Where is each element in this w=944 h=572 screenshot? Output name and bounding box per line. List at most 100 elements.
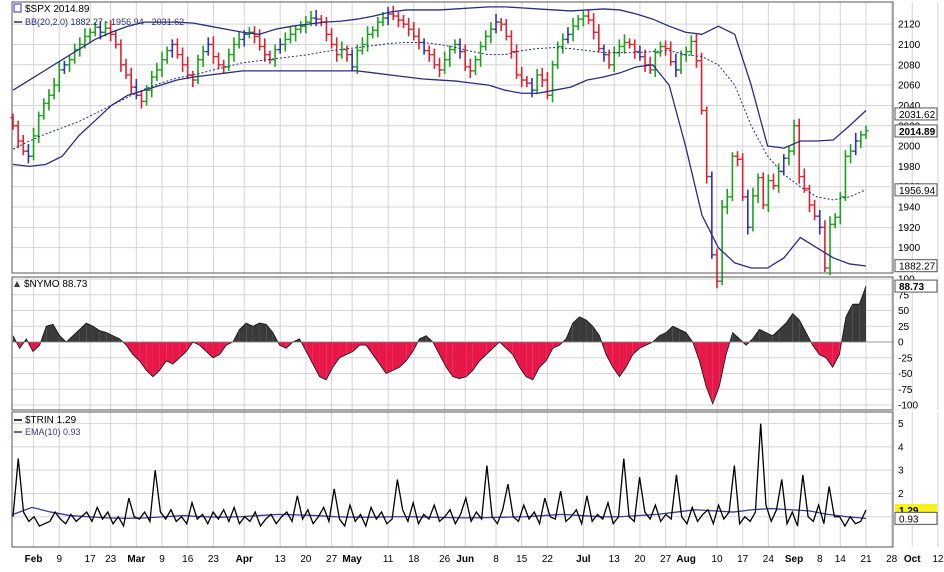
ohlc-bar bbox=[138, 91, 144, 109]
nymo-negative-area bbox=[319, 342, 327, 380]
nymo-negative-area bbox=[539, 342, 547, 368]
ohlc-bar bbox=[272, 44, 278, 67]
ohlc-bar bbox=[467, 58, 473, 79]
ohlc-bar bbox=[555, 41, 561, 69]
nymo-positive-area bbox=[659, 332, 667, 342]
x-tick-label: 27 bbox=[326, 554, 338, 565]
value-tag: 1.29 bbox=[895, 503, 937, 517]
ohlc-bar bbox=[678, 50, 684, 74]
nymo-positive-area bbox=[72, 329, 80, 342]
x-tick-label: 16 bbox=[182, 554, 194, 565]
nymo-negative-area bbox=[352, 342, 360, 352]
ohlc-bar bbox=[586, 9, 592, 25]
nymo-negative-area bbox=[366, 342, 373, 355]
y-tick-label: 0 bbox=[898, 338, 904, 349]
nymo-negative-area bbox=[312, 342, 320, 377]
ohlc-bar bbox=[257, 29, 263, 51]
y-tick-label: -75 bbox=[898, 385, 913, 396]
x-tick-label: May bbox=[342, 554, 362, 565]
ohlc-bar bbox=[144, 85, 150, 106]
nymo-negative-area bbox=[199, 342, 207, 352]
value-tag: 1956.94 bbox=[894, 183, 938, 197]
x-tick-label: 20 bbox=[300, 554, 312, 565]
ohlc-bar bbox=[51, 78, 57, 100]
nymo-negative-area bbox=[459, 342, 467, 379]
x-tick-label: 8 bbox=[817, 554, 823, 565]
ema-legend-label: EMA(10) 0.93 bbox=[25, 427, 81, 437]
ohlc-bar bbox=[329, 28, 335, 49]
ohlc-bar bbox=[87, 28, 93, 44]
x-tick-label: 22 bbox=[542, 554, 554, 565]
ohlc-bar bbox=[596, 24, 602, 53]
ohlc-bar bbox=[786, 146, 792, 166]
nymo-negative-area bbox=[359, 342, 367, 346]
value-tag: 2014.89 bbox=[894, 124, 938, 138]
nymo-negative-area bbox=[179, 342, 187, 358]
bb-upper-line bbox=[12, 6, 867, 149]
nymo-negative-area bbox=[166, 342, 173, 365]
ohlc-bar bbox=[395, 11, 401, 28]
ohlc-bar bbox=[293, 25, 299, 42]
nymo-positive-area bbox=[772, 329, 780, 342]
value-tag-label: 1882.27 bbox=[899, 262, 936, 273]
ohlc-bar bbox=[41, 98, 47, 120]
nymo-negative-area bbox=[392, 342, 400, 371]
ohlc-bar bbox=[750, 187, 756, 232]
nymo-negative-area bbox=[486, 342, 493, 355]
ohlc-bar bbox=[858, 130, 864, 149]
nymo-positive-area bbox=[759, 329, 767, 342]
ohlc-bar bbox=[652, 48, 658, 77]
value-tag-label: 1.29 bbox=[899, 506, 919, 517]
ohlc-bar bbox=[668, 41, 674, 66]
ohlc-bar bbox=[452, 39, 458, 54]
nymo-negative-area bbox=[526, 342, 533, 380]
x-tick-label: 13 bbox=[275, 554, 287, 565]
nymo-negative-area bbox=[399, 342, 407, 368]
y-tick-label: 2100 bbox=[898, 40, 921, 51]
nymo-negative-area bbox=[152, 342, 160, 377]
ohlc-bar bbox=[365, 26, 371, 52]
nymo-negative-area bbox=[619, 342, 627, 377]
nymo-positive-area bbox=[786, 313, 793, 342]
ohlc-bar bbox=[385, 6, 391, 26]
nymo-positive-area bbox=[579, 316, 587, 342]
nymo-positive-area bbox=[266, 324, 273, 342]
bb-legend-label: BB(20,2.0) 1882.27 - 1956.94 - 2031.62 bbox=[25, 17, 184, 27]
y-tick-label: 4 bbox=[898, 442, 904, 453]
ohlc-bar bbox=[724, 188, 730, 215]
ohlc-bar bbox=[205, 37, 211, 56]
panel-frame bbox=[11, 1, 894, 274]
nymo-negative-area bbox=[612, 342, 620, 377]
x-tick-label: 17 bbox=[85, 554, 97, 565]
nymo-positive-area bbox=[572, 316, 580, 342]
nymo-negative-area bbox=[472, 342, 480, 371]
x-tick-label: 28 bbox=[886, 554, 898, 565]
ohlc-bar bbox=[837, 191, 843, 225]
ohlc-bar bbox=[401, 15, 407, 29]
x-tick-label: 27 bbox=[660, 554, 672, 565]
nymo-positive-area bbox=[252, 323, 260, 342]
value-tag-label: 1956.94 bbox=[899, 186, 936, 197]
value-tag-box bbox=[894, 279, 938, 293]
nymo-positive-area bbox=[732, 332, 740, 342]
x-tick-label: Aug bbox=[676, 554, 695, 565]
nymo-positive-area bbox=[92, 326, 100, 342]
ohlc-bar bbox=[842, 150, 848, 201]
ohlc-bar bbox=[349, 49, 355, 71]
ohlc-bar bbox=[709, 171, 715, 259]
ohlc-bar bbox=[534, 68, 540, 95]
ohlc-bar bbox=[801, 168, 807, 193]
ohlc-bar bbox=[195, 54, 201, 85]
nymo-negative-area bbox=[219, 342, 227, 355]
y-tick-label: 2080 bbox=[898, 60, 921, 71]
bb-lower-line bbox=[12, 64, 867, 269]
ohlc-bar bbox=[72, 43, 78, 64]
ohlc-bar bbox=[514, 44, 520, 80]
ohlc-bar bbox=[92, 22, 98, 37]
nymo-positive-area bbox=[792, 313, 800, 342]
ohlc-bar bbox=[462, 44, 468, 71]
y-tick-label: 2060 bbox=[898, 81, 921, 92]
ohlc-bar bbox=[483, 30, 489, 51]
ohlc-bar bbox=[200, 45, 206, 67]
ohlc-bar bbox=[575, 15, 581, 31]
